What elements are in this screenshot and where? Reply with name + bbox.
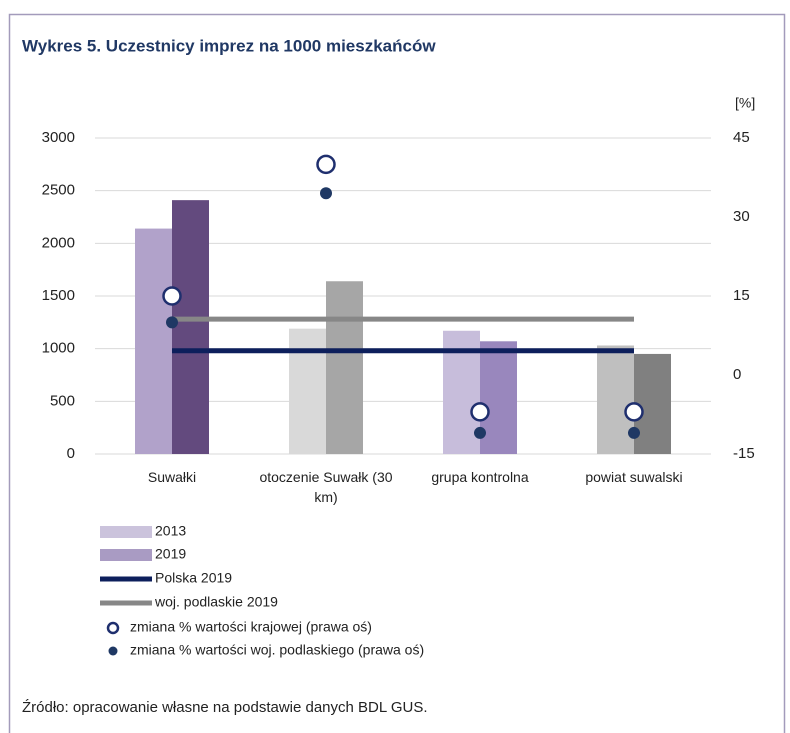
- y-tick-label: 500: [50, 392, 75, 409]
- y2-tick-label: -15: [733, 445, 755, 462]
- x-tick-label: grupa kontrolna: [431, 469, 529, 485]
- y-tick-label: 3000: [42, 129, 75, 146]
- marker: [470, 402, 490, 422]
- chart-title: Wykres 5. Uczestnicy imprez na 1000 mies…: [22, 36, 436, 55]
- bar: [172, 200, 209, 454]
- legend-label: 2019: [155, 546, 186, 562]
- legend-swatch: [100, 526, 152, 538]
- legend-label: 2013: [155, 523, 186, 539]
- y2-axis-label: [%]: [735, 95, 755, 111]
- bar: [135, 228, 172, 454]
- x-tick-label: powiat suwalski: [585, 469, 683, 485]
- marker: [162, 286, 182, 306]
- marker: [624, 402, 644, 422]
- marker: [320, 187, 332, 200]
- marker: [316, 154, 336, 175]
- y-tick-label: 2500: [42, 182, 75, 199]
- frame: [8, 13, 786, 733]
- y-tick-label: 2000: [42, 234, 75, 251]
- y-tick-label: 0: [67, 445, 75, 462]
- legend-swatch: [100, 549, 152, 561]
- y2-tick-label: 30: [733, 208, 750, 225]
- bar: [597, 345, 634, 454]
- y2-tick-label: 0: [733, 366, 741, 383]
- legend-label: zmiana % wartości krajowej (prawa oś): [130, 619, 372, 635]
- bar: [326, 281, 363, 454]
- marker: [166, 316, 178, 329]
- bar: [289, 328, 326, 454]
- bar: [634, 353, 671, 454]
- y-tick-label: 1000: [42, 340, 75, 357]
- x-tick-label: Suwałki: [147, 469, 197, 485]
- y-tick-label: 1500: [42, 287, 75, 304]
- marker: [474, 426, 486, 439]
- legend-swatch: [108, 646, 118, 656]
- legend-label: zmiana % wartości woj. podlaskiego (praw…: [130, 642, 424, 658]
- marker: [628, 426, 640, 439]
- x-tick-label: otoczenie Suwałk (30 km): [259, 469, 393, 505]
- source: Źródło: opracowanie własne na podstawie …: [22, 699, 428, 716]
- legend-label: woj. podlaskie 2019: [154, 594, 278, 610]
- legend-swatch: [106, 621, 120, 635]
- y2-tick-label: 15: [733, 287, 750, 304]
- legend-label: Polska 2019: [155, 570, 232, 586]
- y2-tick-label: 45: [733, 129, 750, 146]
- bar: [480, 341, 517, 454]
